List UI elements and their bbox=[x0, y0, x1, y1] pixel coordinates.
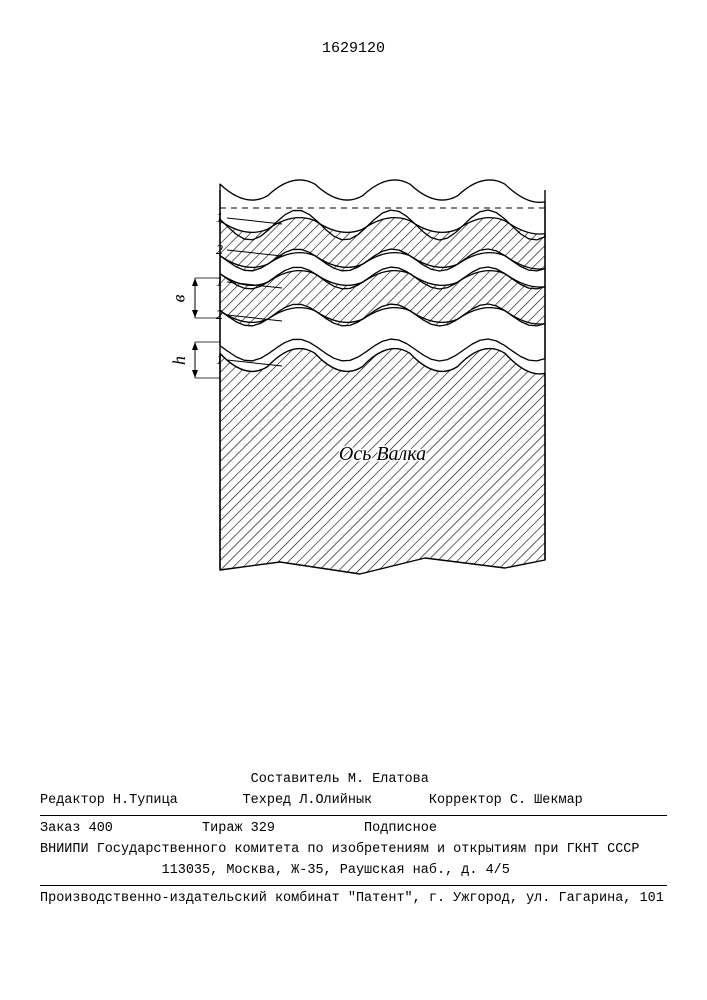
org-line-2: 113035, Москва, Ж-35, Раушская наб., д. … bbox=[40, 861, 667, 882]
svg-text:1: 1 bbox=[216, 353, 223, 368]
figure-svg: Ось ВалкаОсь Валка12121 bbox=[145, 160, 565, 590]
page-number: 1629120 bbox=[0, 40, 707, 57]
order-row: Заказ 400 Тираж 329 Подписное bbox=[40, 819, 667, 840]
org-line-1: ВНИИПИ Государственного комитета по изоб… bbox=[40, 840, 667, 861]
compiler-line: Составитель М. Елатова bbox=[40, 770, 667, 791]
svg-text:Ось Валка: Ось Валка bbox=[339, 443, 426, 465]
rule-2 bbox=[40, 885, 667, 886]
dim-label-b: в bbox=[168, 295, 189, 303]
press-line: Производственно-издательский комбинат "П… bbox=[40, 889, 667, 910]
svg-text:1: 1 bbox=[216, 275, 223, 290]
svg-text:1: 1 bbox=[216, 211, 223, 226]
dim-label-h: h bbox=[169, 356, 190, 365]
svg-text:2: 2 bbox=[216, 243, 223, 258]
editor-row: Редактор Н.Тупица Техред Л.Олийнык Корре… bbox=[40, 791, 667, 812]
figure: Ось ВалкаОсь Валка12121 в h bbox=[145, 160, 565, 590]
footer-block: Составитель М. Елатова Редактор Н.Тупица… bbox=[40, 770, 667, 910]
rule-1 bbox=[40, 815, 667, 816]
svg-text:2: 2 bbox=[216, 308, 223, 323]
